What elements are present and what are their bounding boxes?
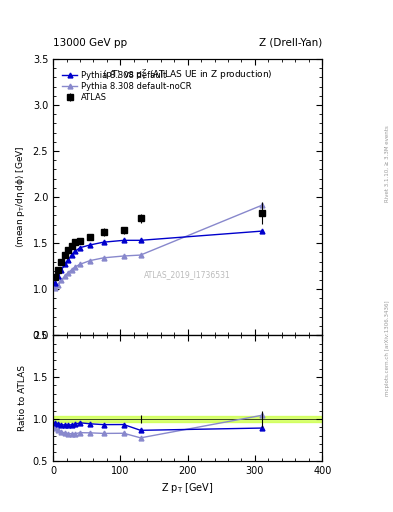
Pythia 8.308 default-noCR	[66, 269, 71, 275]
Pythia 8.308 default-noCR	[73, 264, 77, 270]
Pythia 8.308 default-noCR	[121, 253, 126, 259]
Pythia 8.308 default	[66, 257, 71, 263]
Line: Pythia 8.308 default: Pythia 8.308 default	[52, 229, 264, 285]
Pythia 8.308 default	[59, 267, 64, 273]
Line: Pythia 8.308 default-noCR: Pythia 8.308 default-noCR	[52, 203, 264, 291]
Text: Rivet 3.1.10, ≥ 3.3M events: Rivet 3.1.10, ≥ 3.3M events	[385, 125, 389, 202]
Pythia 8.308 default-noCR	[88, 258, 92, 264]
Pythia 8.308 default-noCR	[62, 273, 67, 280]
Pythia 8.308 default-noCR	[78, 261, 83, 267]
Pythia 8.308 default	[52, 280, 57, 286]
Pythia 8.308 default-noCR	[52, 285, 57, 291]
Pythia 8.308 default	[88, 242, 92, 248]
Pythia 8.308 default-noCR	[101, 255, 106, 261]
Pythia 8.308 default-noCR	[259, 202, 264, 208]
Text: $\langle$pT$\rangle$ vs $\mathrm{p_T^Z}$ (ATLAS UE in Z production): $\langle$pT$\rangle$ vs $\mathrm{p_T^Z}$…	[102, 67, 273, 82]
Pythia 8.308 default	[62, 261, 67, 267]
Text: Z (Drell-Yan): Z (Drell-Yan)	[259, 38, 322, 48]
Text: 13000 GeV pp: 13000 GeV pp	[53, 38, 127, 48]
Pythia 8.308 default	[101, 239, 106, 245]
Pythia 8.308 default	[69, 252, 74, 258]
Text: ATLAS_2019_I1736531: ATLAS_2019_I1736531	[144, 270, 231, 279]
Pythia 8.308 default	[259, 228, 264, 234]
Pythia 8.308 default	[73, 248, 77, 254]
Pythia 8.308 default	[121, 237, 126, 243]
Pythia 8.308 default-noCR	[69, 267, 74, 273]
Pythia 8.308 default	[138, 237, 143, 243]
Bar	[53, 416, 322, 422]
Pythia 8.308 default-noCR	[59, 277, 64, 283]
Y-axis label: Ratio to ATLAS: Ratio to ATLAS	[18, 365, 27, 431]
Y-axis label: $\langle$mean $\mathrm{p_T/d\eta\,d\phi}\rangle$ [GeV]: $\langle$mean $\mathrm{p_T/d\eta\,d\phi}…	[14, 146, 27, 248]
X-axis label: Z $\mathrm{p_T}$ [GeV]: Z $\mathrm{p_T}$ [GeV]	[161, 481, 214, 495]
Pythia 8.308 default	[78, 245, 83, 251]
Legend: Pythia 8.308 default, Pythia 8.308 default-noCR, ATLAS: Pythia 8.308 default, Pythia 8.308 defau…	[60, 69, 194, 105]
Pythia 8.308 default	[56, 273, 61, 280]
Pythia 8.308 default-noCR	[138, 252, 143, 258]
Text: mcplots.cern.ch [arXiv:1306.3436]: mcplots.cern.ch [arXiv:1306.3436]	[385, 301, 389, 396]
Pythia 8.308 default-noCR	[56, 282, 61, 288]
